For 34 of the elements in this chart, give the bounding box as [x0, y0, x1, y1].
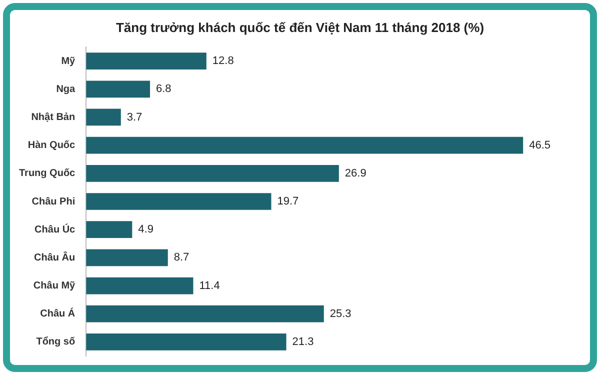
bar: [86, 164, 339, 182]
data-label: 11.4: [199, 280, 220, 292]
data-label: 26.9: [344, 167, 366, 180]
bar: [86, 193, 272, 210]
bar: [86, 277, 194, 294]
data-label: 46.5: [529, 139, 551, 152]
y-tick-label: Mỹ: [61, 56, 76, 67]
bar: [86, 305, 324, 322]
data-label: 3.7: [126, 111, 142, 124]
y-tick-label: Trung Quốc: [19, 168, 76, 180]
bar: [86, 334, 286, 350]
data-label: 21.3: [292, 336, 314, 348]
y-tick-label: Hàn Quốc: [28, 140, 76, 152]
data-label: 6.8: [156, 83, 172, 96]
chart-title: Tăng trưởng khách quốc tế đến Việt Nam 11 tháng 2018 (%): [114, 20, 486, 37]
data-label: 25.3: [330, 308, 352, 320]
bar: [86, 52, 206, 70]
y-tick-label: Nga: [56, 84, 76, 95]
y-tick-label: Nhật Bản: [31, 112, 76, 123]
y-tick-label: Châu Úc: [34, 223, 76, 236]
y-tick-label: Châu Phi: [32, 196, 76, 208]
data-label: 19.7: [277, 196, 299, 208]
bar: [86, 80, 150, 98]
data-label: 4.9: [138, 224, 154, 236]
y-tick-label: Châu Á: [40, 308, 76, 320]
y-tick-label: Châu Mỹ: [33, 280, 76, 292]
bar: [86, 108, 121, 126]
bar: [86, 249, 168, 266]
y-tick-label: Châu Âu: [34, 251, 76, 264]
data-label: 12.8: [212, 55, 234, 68]
bar: [86, 136, 524, 154]
bar: [86, 221, 132, 238]
y-tick-label: Tổng số: [36, 336, 76, 348]
data-label: 8.7: [174, 252, 190, 264]
